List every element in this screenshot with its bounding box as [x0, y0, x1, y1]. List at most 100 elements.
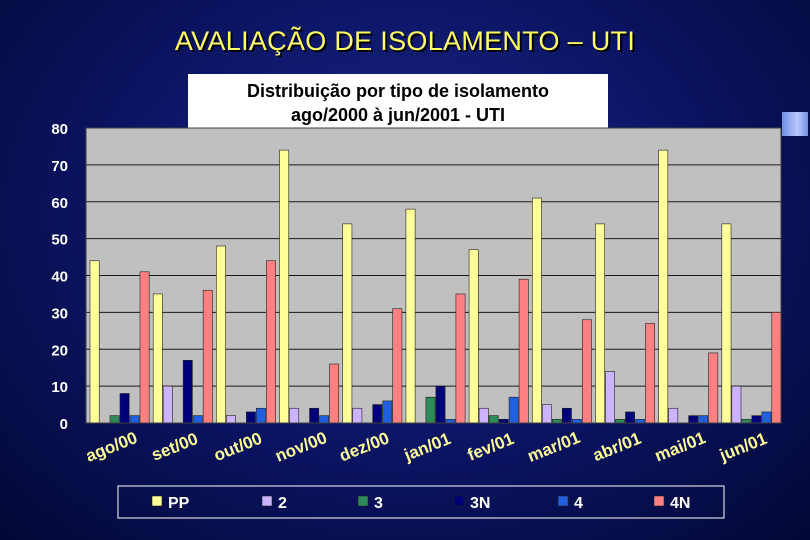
legend-swatch-3: [357, 495, 369, 507]
bar-3n-ago-00: [119, 393, 130, 424]
bar-2-mar-01: [541, 404, 552, 424]
y-tick-label: 0: [60, 416, 68, 433]
bar-2-dez-00: [352, 407, 363, 424]
bar-3n-set-00: [182, 360, 193, 424]
bar-pp-jun-01: [721, 223, 732, 424]
y-tick-label: 60: [51, 195, 68, 212]
bar-3-jun-01: [741, 419, 752, 424]
bar-4-jun-01: [761, 411, 772, 424]
bar-4-out-00: [256, 407, 266, 424]
bar-4-set-00: [192, 415, 203, 424]
slide-title: AVALIAÇÃO DE ISOLAMENTO – UTI: [174, 26, 636, 56]
legend-swatch-4n: [653, 495, 665, 507]
bar-3n-dez-00: [372, 404, 383, 424]
bar-pp-abr-01: [595, 223, 605, 424]
y-tick-label: 70: [51, 158, 68, 175]
bar-4n-fev-01: [518, 278, 529, 424]
decorative-accent-bar: [782, 112, 808, 136]
bar-4n-abr-01: [645, 323, 655, 424]
bar-2-jun-01: [731, 385, 742, 424]
x-tick-label: abr/01: [590, 429, 644, 465]
bar-pp-ago-00: [89, 260, 100, 424]
legend-swatch-4: [557, 495, 569, 507]
bar-4n-out-00: [266, 260, 276, 424]
bar-3n-mar-01: [561, 407, 572, 424]
y-tick-label: 20: [51, 342, 68, 359]
x-tick-label: mai/01: [652, 428, 708, 465]
x-tick-label: nov/00: [273, 428, 330, 466]
bar-4-mar-01: [571, 419, 582, 424]
chart-title: Distribuição por tipo de isolamento: [247, 81, 549, 101]
chart-title-panel: [188, 74, 608, 130]
bar-pp-mai-01: [658, 149, 669, 424]
bar-4-ago-00: [129, 415, 140, 424]
bar-3n-mai-01: [688, 415, 699, 424]
legend-box: [117, 485, 725, 519]
bar-4-nov-00: [319, 415, 330, 424]
x-tick-label: set/00: [149, 429, 201, 465]
legend-label-4: 4: [574, 495, 583, 512]
bar-3n-jun-01: [751, 415, 762, 424]
bar-3n-nov-00: [309, 407, 320, 424]
x-tick-label: jan/01: [401, 429, 454, 465]
x-tick-label: dez/00: [337, 428, 392, 465]
bar-3-jan-01: [425, 396, 436, 424]
y-tick-label: 30: [51, 305, 68, 322]
legend-label-3n: 3N: [470, 495, 490, 512]
y-tick-label: 80: [51, 121, 68, 138]
legend: PP 2 3 3N 4 4N: [117, 485, 725, 519]
legend-swatch-2: [261, 495, 273, 507]
bar-4n-mai-01: [708, 352, 719, 424]
legend-label-4n: 4N: [670, 495, 690, 512]
bar-3-abr-01: [615, 419, 625, 424]
legend-swatch-pp: [151, 495, 163, 507]
bar-4-fev-01: [508, 396, 519, 424]
bar-3n-fev-01: [498, 419, 509, 424]
bar-pp-out-00: [216, 245, 226, 424]
chart-subtitle: ago/2000 à jun/2001 - UTI: [291, 105, 505, 125]
plot-frame: [85, 127, 782, 424]
bar-4n-ago-00: [139, 271, 150, 424]
legend-swatch-3n: [453, 495, 465, 507]
bar-4n-set-00: [202, 289, 213, 424]
y-tick-label: 50: [51, 232, 68, 249]
bar-2-nov-00: [289, 407, 300, 424]
bar-2-fev-01: [478, 407, 489, 424]
y-tick-label: 40: [51, 269, 68, 286]
bar-4n-nov-00: [329, 363, 340, 424]
bar-4n-dez-00: [392, 308, 403, 424]
bar-2-mai-01: [668, 407, 679, 424]
x-tick-label: out/00: [211, 429, 265, 465]
bar-4n-jan-01: [455, 293, 466, 424]
bar-4n-mar-01: [581, 319, 592, 424]
bar-2-abr-01: [605, 371, 615, 424]
bar-pp-fev-01: [468, 249, 479, 424]
legend-label-pp: PP: [168, 495, 190, 512]
x-tick-label: fev/01: [465, 429, 517, 465]
bar-pp-mar-01: [531, 197, 542, 424]
bar-2-out-00: [226, 415, 236, 424]
x-tick-label: jun/01: [716, 429, 770, 465]
y-tick-label: 10: [51, 379, 68, 396]
bar-4n-jun-01: [771, 312, 782, 424]
bar-pp-set-00: [152, 293, 163, 424]
bar-3n-out-00: [246, 411, 256, 424]
bar-3-fev-01: [488, 415, 499, 424]
legend-label-2: 2: [278, 495, 287, 512]
bar-2-set-00: [162, 385, 173, 424]
legend-label-3: 3: [374, 495, 383, 512]
bar-4-abr-01: [635, 419, 645, 424]
bar-3-ago-00: [109, 415, 120, 424]
bar-4-dez-00: [382, 400, 393, 424]
bar-pp-jan-01: [405, 208, 416, 424]
bar-pp-nov-00: [279, 149, 290, 424]
bar-4-mai-01: [698, 415, 709, 424]
bar-3-mar-01: [551, 419, 562, 424]
bar-3n-abr-01: [625, 411, 635, 424]
x-tick-label: ago/00: [83, 428, 140, 466]
bar-4-jan-01: [445, 419, 456, 424]
bar-3n-jan-01: [435, 385, 446, 424]
bar-pp-dez-00: [342, 223, 353, 424]
x-tick-label: mar/01: [525, 428, 583, 466]
